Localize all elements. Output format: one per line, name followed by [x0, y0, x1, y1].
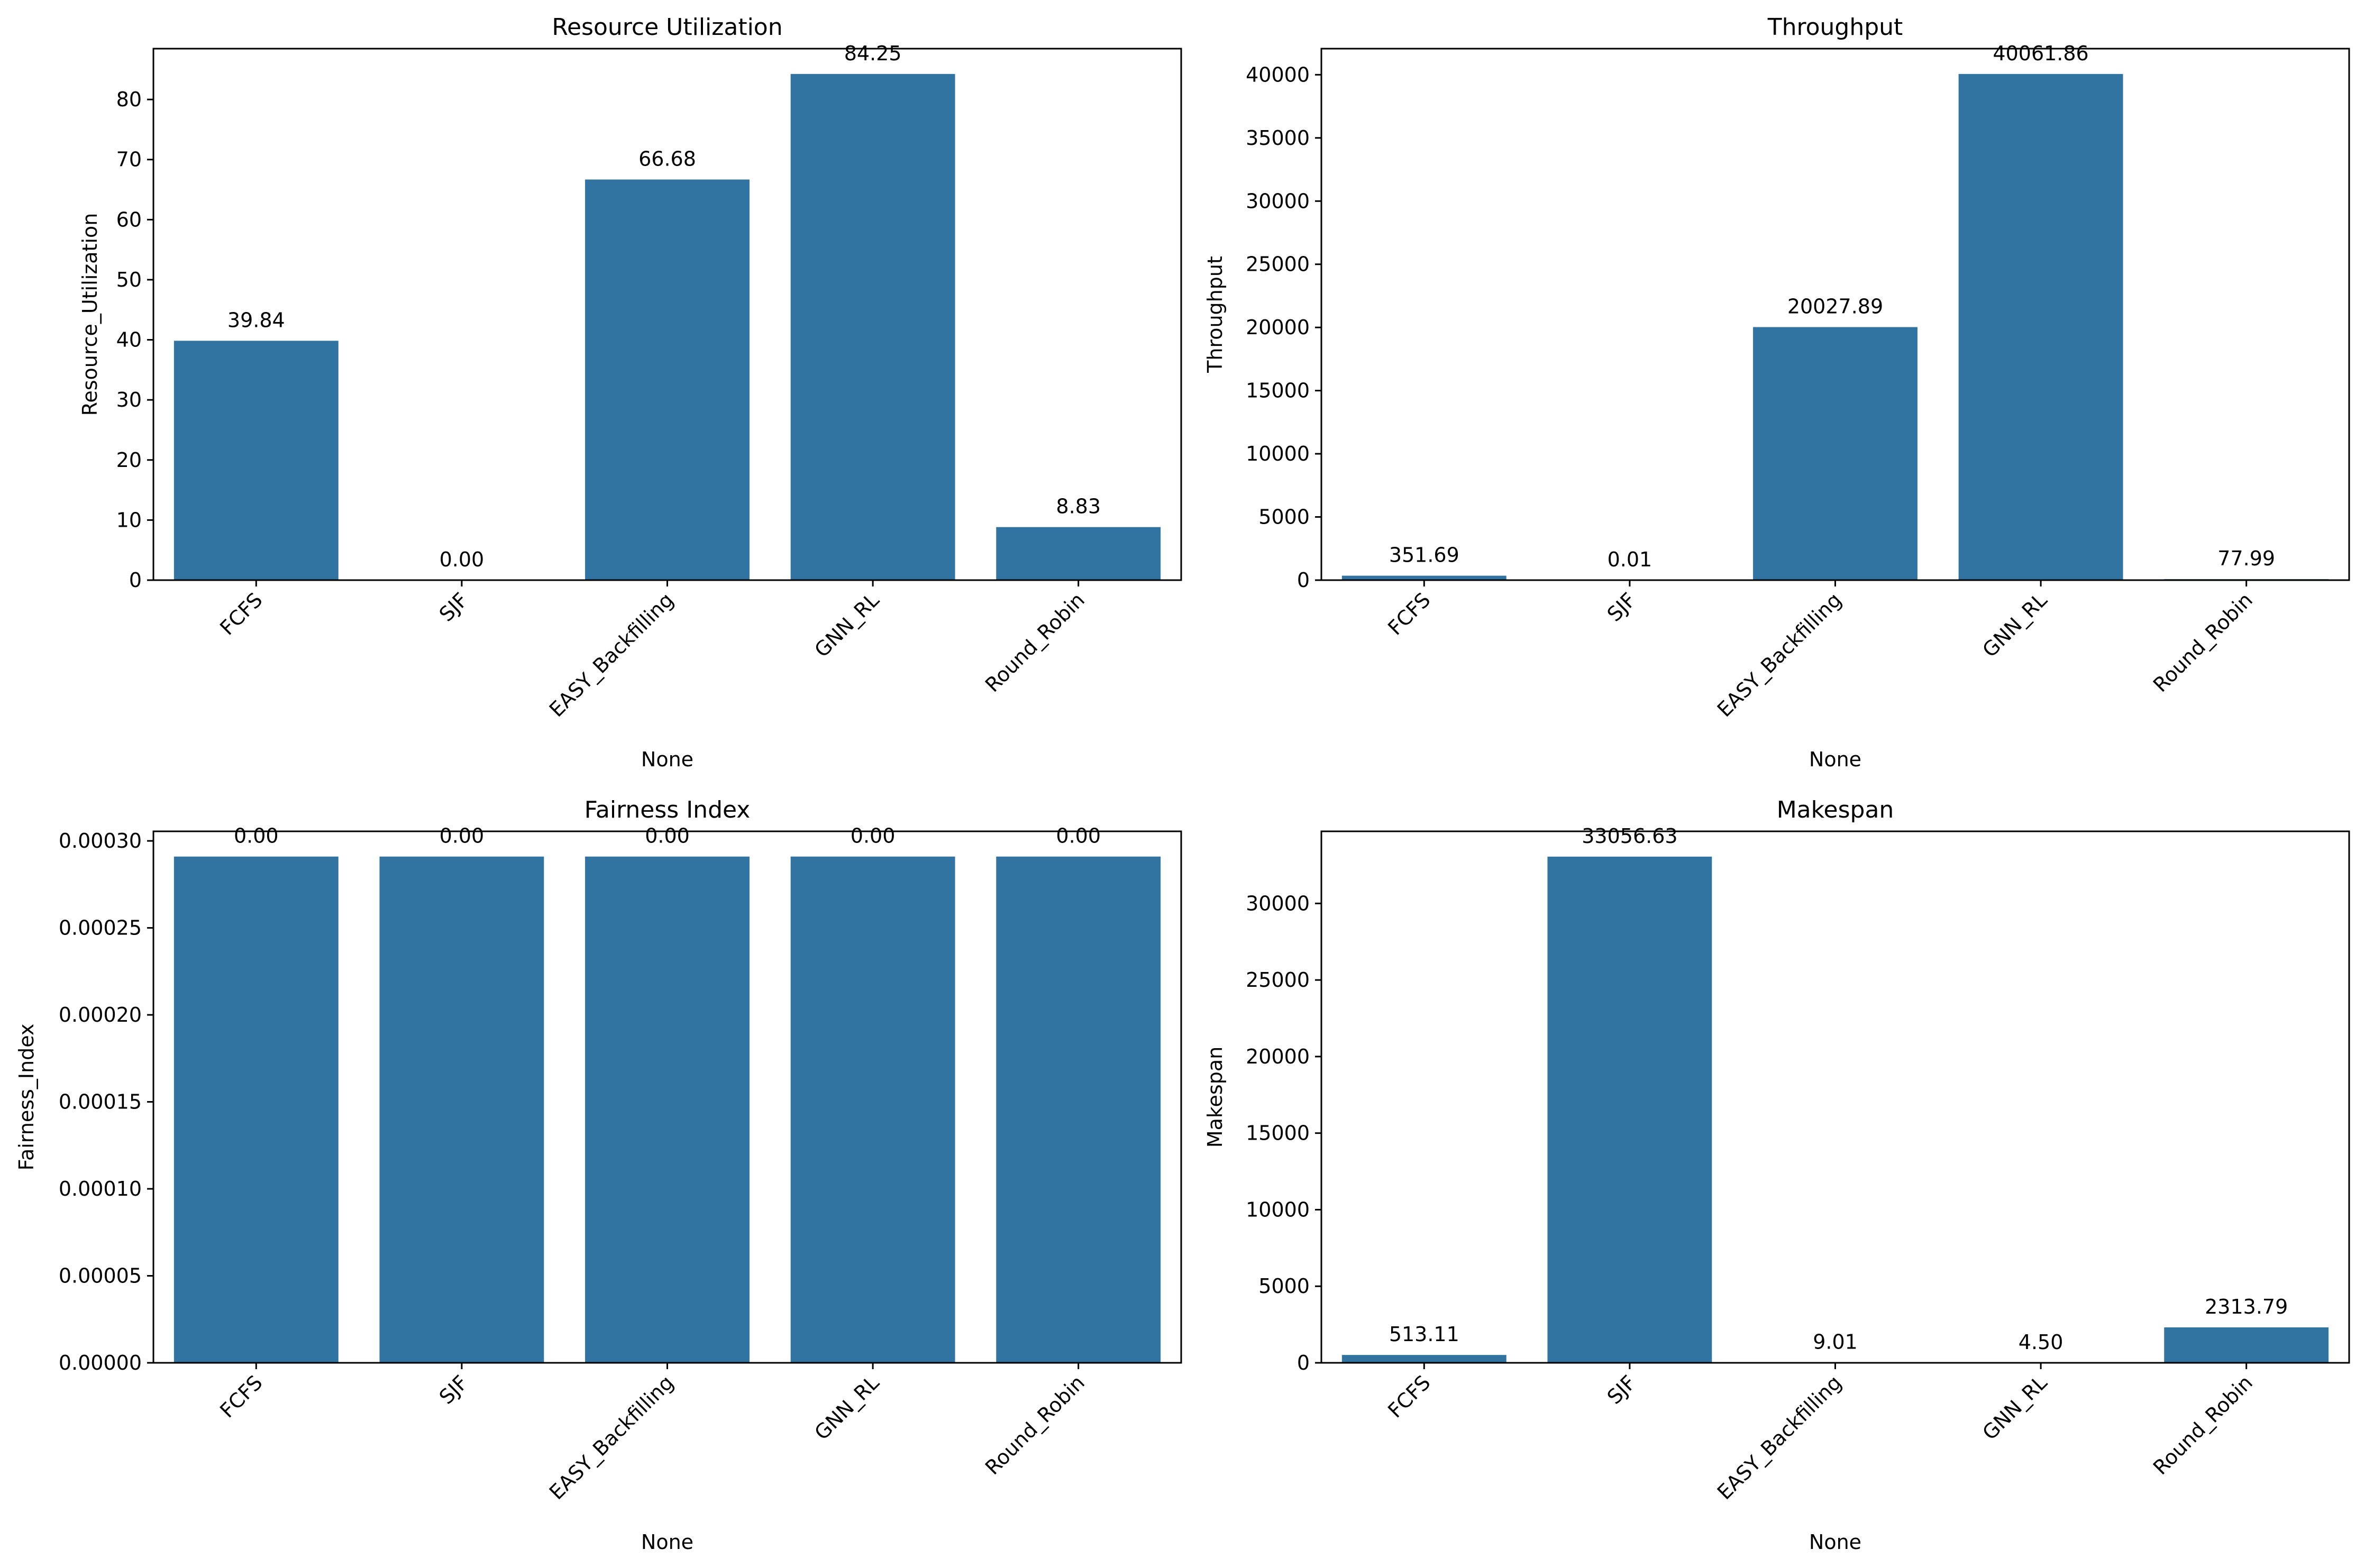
- y-axis-label: Makespan: [1203, 1047, 1227, 1148]
- chart-title: Throughput: [1767, 14, 1903, 41]
- bar-round-robin: [996, 856, 1161, 1363]
- data-label: 66.68: [638, 147, 696, 170]
- y-tick-label: 0.00010: [59, 1177, 142, 1200]
- x-axis-label: None: [1809, 748, 1861, 771]
- y-tick-label: 0.00005: [59, 1264, 142, 1288]
- data-label: 4.50: [2019, 1331, 2063, 1354]
- data-label: 0.00: [645, 824, 690, 848]
- y-tick-label: 20: [116, 448, 142, 472]
- x-axis-label: None: [1809, 1530, 1861, 1554]
- data-label: 84.25: [844, 42, 902, 65]
- data-label: 77.99: [2217, 547, 2275, 570]
- y-axis-label: Throughput: [1203, 256, 1227, 373]
- data-label: 9.01: [1813, 1331, 1858, 1354]
- data-label: 2313.79: [2205, 1295, 2288, 1318]
- data-label: 40061.86: [1993, 42, 2088, 65]
- y-tick-label: 15000: [1246, 1122, 1310, 1145]
- y-tick-label: 5000: [1258, 1274, 1310, 1298]
- y-tick-label: 0.00000: [59, 1351, 142, 1374]
- y-tick-label: 0.00030: [59, 829, 142, 852]
- x-axis-label: None: [641, 1530, 693, 1554]
- bar-round-robin: [996, 527, 1161, 580]
- y-tick-label: 25000: [1246, 253, 1310, 276]
- y-tick-label: 10000: [1246, 1198, 1310, 1221]
- y-tick-label: 40000: [1246, 63, 1310, 86]
- y-tick-label: 0.00020: [59, 1003, 142, 1026]
- bar-fcfs: [174, 856, 339, 1363]
- y-axis-label: Fairness_Index: [15, 1024, 38, 1171]
- data-label: 33056.63: [1582, 824, 1677, 848]
- y-tick-label: 20000: [1246, 1045, 1310, 1068]
- y-tick-label: 0.00015: [59, 1090, 142, 1114]
- bar-gnn-rl: [1958, 74, 2123, 580]
- chart-panel-2: 351.69 0.01 20027.89 40061.86 77.99 0 5000 1000…: [1203, 14, 2350, 771]
- x-axis-label: None: [641, 748, 693, 771]
- y-tick-label: 30000: [1246, 892, 1310, 915]
- data-label: 513.11: [1389, 1323, 1459, 1346]
- data-label: 0.00: [440, 824, 485, 848]
- y-tick-label: 0: [1297, 1351, 1310, 1374]
- y-tick-label: 50: [116, 268, 142, 291]
- y-tick-label: 15000: [1246, 379, 1310, 402]
- y-tick-label: 35000: [1246, 126, 1310, 150]
- data-label: 0.00: [851, 824, 896, 848]
- bar-fcfs: [1341, 575, 1506, 580]
- y-tick-label: 80: [116, 88, 142, 111]
- y-tick-label: 10: [116, 508, 142, 531]
- y-tick-label: 30000: [1246, 189, 1310, 213]
- bar-gnn-rl: [790, 856, 955, 1363]
- y-tick-label: 70: [116, 148, 142, 171]
- bar-sjf: [1547, 856, 1712, 1363]
- y-tick-label: 5000: [1258, 506, 1310, 529]
- bar-gnn-rl: [790, 74, 955, 581]
- bar-sjf: [379, 856, 544, 1363]
- y-tick-label: 0.00025: [59, 916, 142, 940]
- bar-round-robin: [2164, 1327, 2329, 1363]
- y-tick-label: 25000: [1246, 968, 1310, 992]
- bar-easy-backfilling: [585, 856, 750, 1363]
- data-label: 351.69: [1389, 544, 1459, 567]
- data-label: 0.01: [1608, 548, 1652, 571]
- y-tick-label: 40: [116, 328, 142, 352]
- y-axis-label: Resource_Utilization: [78, 213, 102, 416]
- data-label: 0.00: [1056, 824, 1101, 848]
- data-label: 20027.89: [1787, 295, 1883, 318]
- chart-title: Resource Utilization: [552, 14, 782, 41]
- data-label: 0.00: [234, 824, 279, 848]
- chart-title: Makespan: [1777, 796, 1894, 823]
- y-tick-label: 60: [116, 208, 142, 231]
- y-tick-label: 20000: [1246, 316, 1310, 339]
- data-label: 39.84: [227, 308, 285, 332]
- y-tick-label: 0: [1297, 568, 1310, 592]
- bar-fcfs: [174, 341, 339, 580]
- chart-title: Fairness Index: [585, 796, 751, 823]
- y-tick-label: 0: [129, 568, 142, 592]
- y-tick-label: 10000: [1246, 442, 1310, 465]
- bar-fcfs: [1341, 1355, 1506, 1363]
- data-label: 8.83: [1056, 495, 1101, 518]
- data-label: 0.00: [440, 548, 485, 571]
- bar-easy-backfilling: [1753, 327, 1917, 580]
- bar-easy-backfilling: [585, 179, 750, 580]
- y-tick-label: 30: [116, 388, 142, 411]
